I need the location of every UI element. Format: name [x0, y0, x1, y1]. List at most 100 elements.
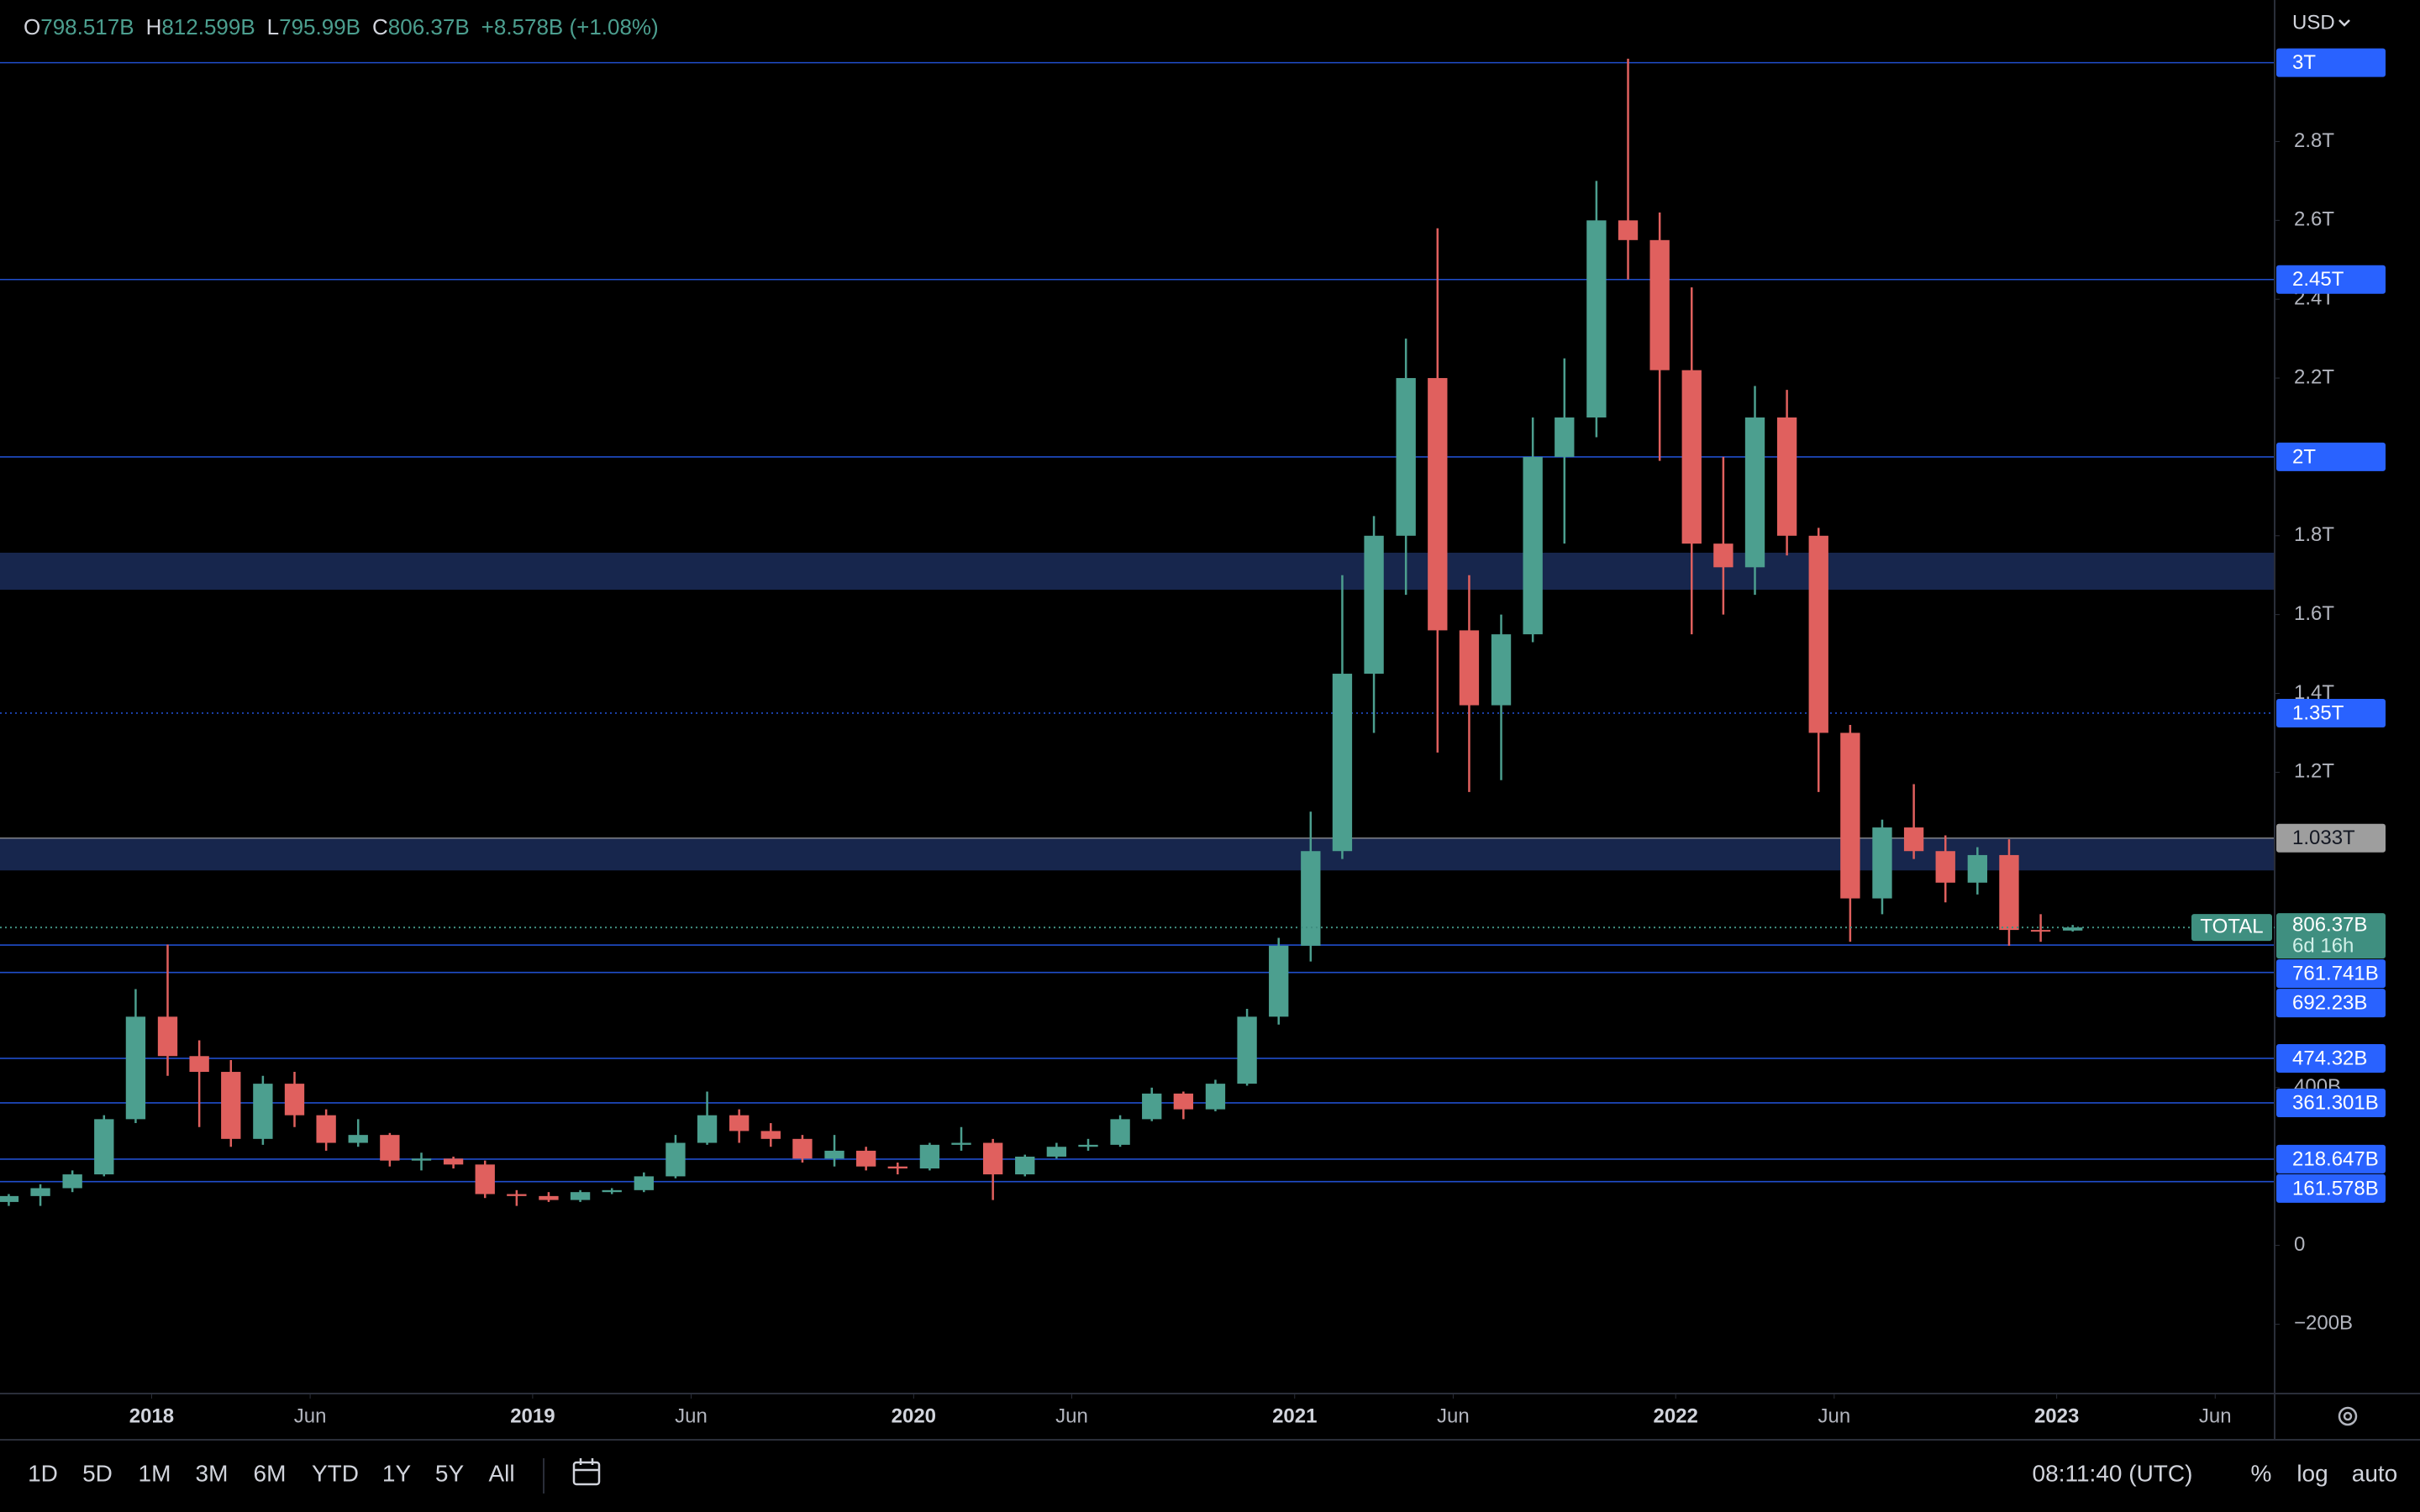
- ohlc-value: 806.37B: [388, 14, 470, 39]
- candle-body: [475, 1164, 495, 1194]
- candle-body: [2030, 930, 2051, 932]
- price-tag-label: 806.37B: [2292, 913, 2367, 936]
- zone: [0, 552, 2275, 591]
- range-button[interactable]: 5Y: [435, 1460, 465, 1486]
- ohlc-key: H: [146, 14, 162, 39]
- candle-body: [666, 1142, 686, 1177]
- candle-body: [982, 1142, 1003, 1175]
- candle-body: [1078, 1144, 1098, 1147]
- candle-body: [2063, 927, 2083, 931]
- range-button[interactable]: All: [488, 1460, 514, 1486]
- candle-body: [1523, 456, 1543, 635]
- axis-option[interactable]: %: [2251, 1460, 2272, 1486]
- candle-body: [189, 1056, 209, 1073]
- candle-body: [1999, 854, 2019, 931]
- level-label: 761.741B: [2292, 962, 2379, 984]
- candle-body: [94, 1119, 114, 1175]
- y-tick-label: 1.6T: [2294, 602, 2334, 625]
- candle-body: [1301, 851, 1321, 946]
- range-button[interactable]: 3M: [196, 1460, 229, 1486]
- candle-body: [284, 1084, 305, 1116]
- series-tag-bg: [2191, 914, 2272, 942]
- candle-body: [443, 1158, 464, 1165]
- candle-body: [30, 1188, 50, 1196]
- level-label-bg: [2276, 442, 2386, 471]
- candle-body: [125, 1016, 146, 1120]
- candle-body: [919, 1144, 940, 1169]
- candle-body: [1332, 674, 1353, 852]
- candles: [0, 58, 2083, 1206]
- candle-body: [1491, 634, 1512, 706]
- y-tick-label: −200B: [2294, 1312, 2353, 1335]
- currency-caret[interactable]: [2338, 19, 2350, 27]
- y-tick-label: 1.8T: [2294, 523, 2334, 546]
- candle-body: [1681, 370, 1702, 544]
- candle-body: [1776, 417, 1797, 536]
- range-button[interactable]: 1D: [28, 1460, 58, 1486]
- toolbar-bg: [0, 1440, 2420, 1512]
- settings-icon[interactable]: [2338, 1406, 2358, 1426]
- range-button[interactable]: YTD: [312, 1460, 359, 1486]
- level-label-bg: [2276, 989, 2386, 1018]
- range-button[interactable]: 5D: [82, 1460, 113, 1486]
- candle-body: [729, 1115, 750, 1131]
- candle-body: [1586, 220, 1607, 417]
- candle-body: [634, 1176, 654, 1190]
- candle-body: [221, 1072, 241, 1139]
- level-label: 2T: [2292, 445, 2316, 468]
- levels: [0, 61, 2275, 1183]
- y-tick-label: 2.8T: [2294, 129, 2334, 152]
- candle-body: [1967, 854, 1987, 883]
- axis-option[interactable]: auto: [2352, 1460, 2398, 1486]
- candle-body: [760, 1131, 781, 1139]
- candle-body: [380, 1135, 400, 1161]
- axis-option[interactable]: log: [2296, 1460, 2328, 1486]
- candle-body: [1237, 1016, 1257, 1084]
- level-label: 161.578B: [2292, 1177, 2379, 1200]
- candle-body: [1903, 827, 1924, 852]
- range-button[interactable]: 6M: [254, 1460, 287, 1486]
- range-button[interactable]: 1Y: [382, 1460, 412, 1486]
- ohlc-key: L: [267, 14, 279, 39]
- zones: [0, 552, 2275, 871]
- candle-body: [1142, 1093, 1162, 1120]
- level-label: 3T: [2292, 51, 2316, 74]
- level-label-bg: [2276, 1144, 2386, 1173]
- clock[interactable]: 08:11:40 (UTC): [2033, 1460, 2193, 1486]
- level-label-bg: [2276, 1043, 2386, 1073]
- candle-body: [253, 1084, 273, 1139]
- candle-body: [824, 1150, 844, 1159]
- level-label: 2.45T: [2292, 268, 2344, 291]
- y-tick-label: 1.2T: [2294, 760, 2334, 783]
- candle-body: [316, 1115, 336, 1143]
- currency-button[interactable]: USD: [2292, 11, 2335, 34]
- candle-body: [1459, 630, 1480, 706]
- x-tick-label: Jun: [675, 1404, 708, 1427]
- x-tick-label: 2018: [129, 1404, 174, 1427]
- candle-body: [1713, 543, 1733, 568]
- x-tick-label: 2022: [1654, 1404, 1698, 1427]
- candle-body: [1364, 535, 1384, 675]
- y-tick-label: 2.2T: [2294, 365, 2334, 388]
- level-label: 474.32B: [2292, 1047, 2367, 1069]
- ohlc-key: C: [372, 14, 388, 39]
- calendar-icon[interactable]: [572, 1458, 601, 1486]
- candle-body: [62, 1174, 82, 1189]
- level-label: 218.647B: [2292, 1147, 2379, 1170]
- x-tick-label: Jun: [1818, 1404, 1850, 1427]
- candle-body: [157, 1016, 178, 1057]
- candle-body: [602, 1189, 622, 1193]
- candle-body: [1555, 417, 1575, 457]
- x-tick-label: 2019: [510, 1404, 555, 1427]
- x-tick-label: 2021: [1272, 1404, 1317, 1427]
- level-label: 692.23B: [2292, 991, 2367, 1014]
- candle-body: [1205, 1084, 1226, 1110]
- level-label: 361.301B: [2292, 1091, 2379, 1114]
- range-button[interactable]: 1M: [139, 1460, 171, 1486]
- ohlc-value: 795.99B: [279, 14, 360, 39]
- x-tick-label: Jun: [294, 1404, 327, 1427]
- candle-body: [1649, 239, 1670, 370]
- ohlc-change: +8.578B (+1.08%): [481, 14, 659, 39]
- candle-body: [1046, 1147, 1067, 1157]
- candle-body: [792, 1138, 813, 1159]
